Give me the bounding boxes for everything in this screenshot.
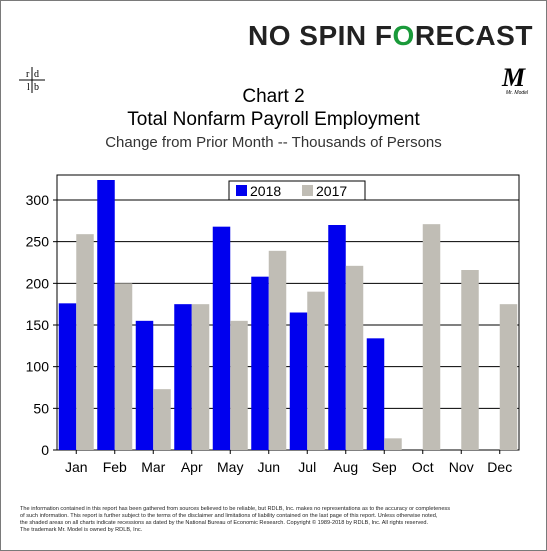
footer-line: The trademark Mr. Model is owned by RDLB… (20, 527, 143, 533)
x-tick-label: Dec (487, 459, 512, 475)
bar-2018-aug (328, 225, 346, 450)
x-tick-label: Sep (372, 459, 397, 475)
bar-2017-oct (422, 224, 441, 450)
disclaimer-footer: The information contained in this report… (20, 506, 534, 534)
bar-2018-feb (97, 180, 115, 450)
chart-title: Chart 2 (242, 86, 305, 107)
rdlb-logo-icon: r d l b (19, 67, 45, 93)
footer-line: the shaded areas on all charts indicate … (20, 520, 429, 526)
x-tick-label: Feb (103, 459, 127, 475)
bar-2017-jul (307, 291, 325, 450)
x-tick-label: Mar (141, 459, 165, 475)
bar-2017-apr (191, 304, 210, 450)
y-tick-label: 300 (26, 192, 50, 208)
bar-2018-jul (289, 312, 308, 450)
bar-2018-jan (58, 303, 77, 450)
bar-2017-aug (345, 265, 364, 450)
x-tick-label: May (217, 459, 243, 475)
mr-model-logo-icon: M Mr. Model (501, 63, 529, 96)
footer-line: of such information. This report is furt… (20, 513, 438, 519)
bar-2017-jun (268, 250, 287, 450)
bar-2017-dec (499, 304, 518, 450)
x-tick-label: Jun (257, 459, 280, 475)
bar-2018-mar (135, 320, 154, 450)
svg-text:r: r (26, 69, 30, 80)
bar-2018-sep (366, 338, 385, 450)
bar-2017-may (230, 320, 248, 450)
brand-forecast: FORECAST (374, 20, 533, 51)
legend-swatch-2017 (302, 185, 313, 196)
bar-2017-sep (384, 438, 402, 450)
x-tick-label: Oct (412, 459, 434, 475)
chart-subtitle: Total Nonfarm Payroll Employment (127, 109, 420, 130)
bar-chart: 0 50 100 150 200 250 300 Jan Feb Mar Apr May Jun Jul… (26, 174, 520, 475)
svg-text:d: d (34, 69, 39, 80)
bars (58, 180, 518, 450)
bar-2017-mar (153, 389, 171, 450)
x-tick-label: Jul (298, 459, 316, 475)
brand-logo: NO SPIN FORECAST (248, 20, 533, 52)
y-tick-label: 50 (33, 400, 49, 416)
chart-titles: Chart 2 Total Nonfarm Payroll Employment… (0, 86, 547, 154)
x-tick-label: Nov (449, 459, 474, 475)
legend-swatch-2018 (236, 185, 247, 196)
x-tick-label: Jan (65, 459, 88, 475)
svg-text:M: M (501, 63, 526, 92)
bar-2018-jun (251, 276, 269, 450)
x-tick-label: Aug (333, 459, 358, 475)
y-tick-label: 200 (26, 275, 50, 291)
svg-text:Mr. Model: Mr. Model (506, 90, 529, 96)
legend-box (228, 180, 366, 201)
y-tick-label: 0 (41, 442, 49, 458)
brand-forecast-o: O (392, 20, 415, 51)
bar-2018-may (212, 226, 231, 450)
x-tick-label: Apr (181, 459, 203, 475)
bar-2017-nov (461, 270, 479, 450)
svg-text:b: b (34, 82, 39, 93)
legend: 2018 2017 (228, 180, 366, 201)
x-axis: Jan Feb Mar Apr May Jun Jul Aug Sep Oct Nov Dec (65, 450, 512, 475)
svg-text:l: l (27, 82, 30, 93)
y-tick-label: 150 (26, 317, 50, 333)
y-axis: 0 50 100 150 200 250 300 (26, 192, 57, 458)
footer-line: The information contained in this report… (20, 506, 451, 512)
chart-subtitle-units: Change from Prior Month -- Thousands of … (105, 134, 442, 151)
y-tick-label: 250 (26, 234, 50, 250)
bar-2017-feb (114, 283, 133, 450)
y-tick-label: 100 (26, 359, 50, 375)
legend-label-2018: 2018 (250, 183, 281, 199)
bar-2018-apr (174, 304, 192, 450)
bar-2017-jan (76, 234, 94, 450)
plot-area (56, 174, 520, 451)
brand-no-spin: NO SPIN (248, 20, 367, 51)
legend-label-2017: 2017 (316, 183, 347, 199)
